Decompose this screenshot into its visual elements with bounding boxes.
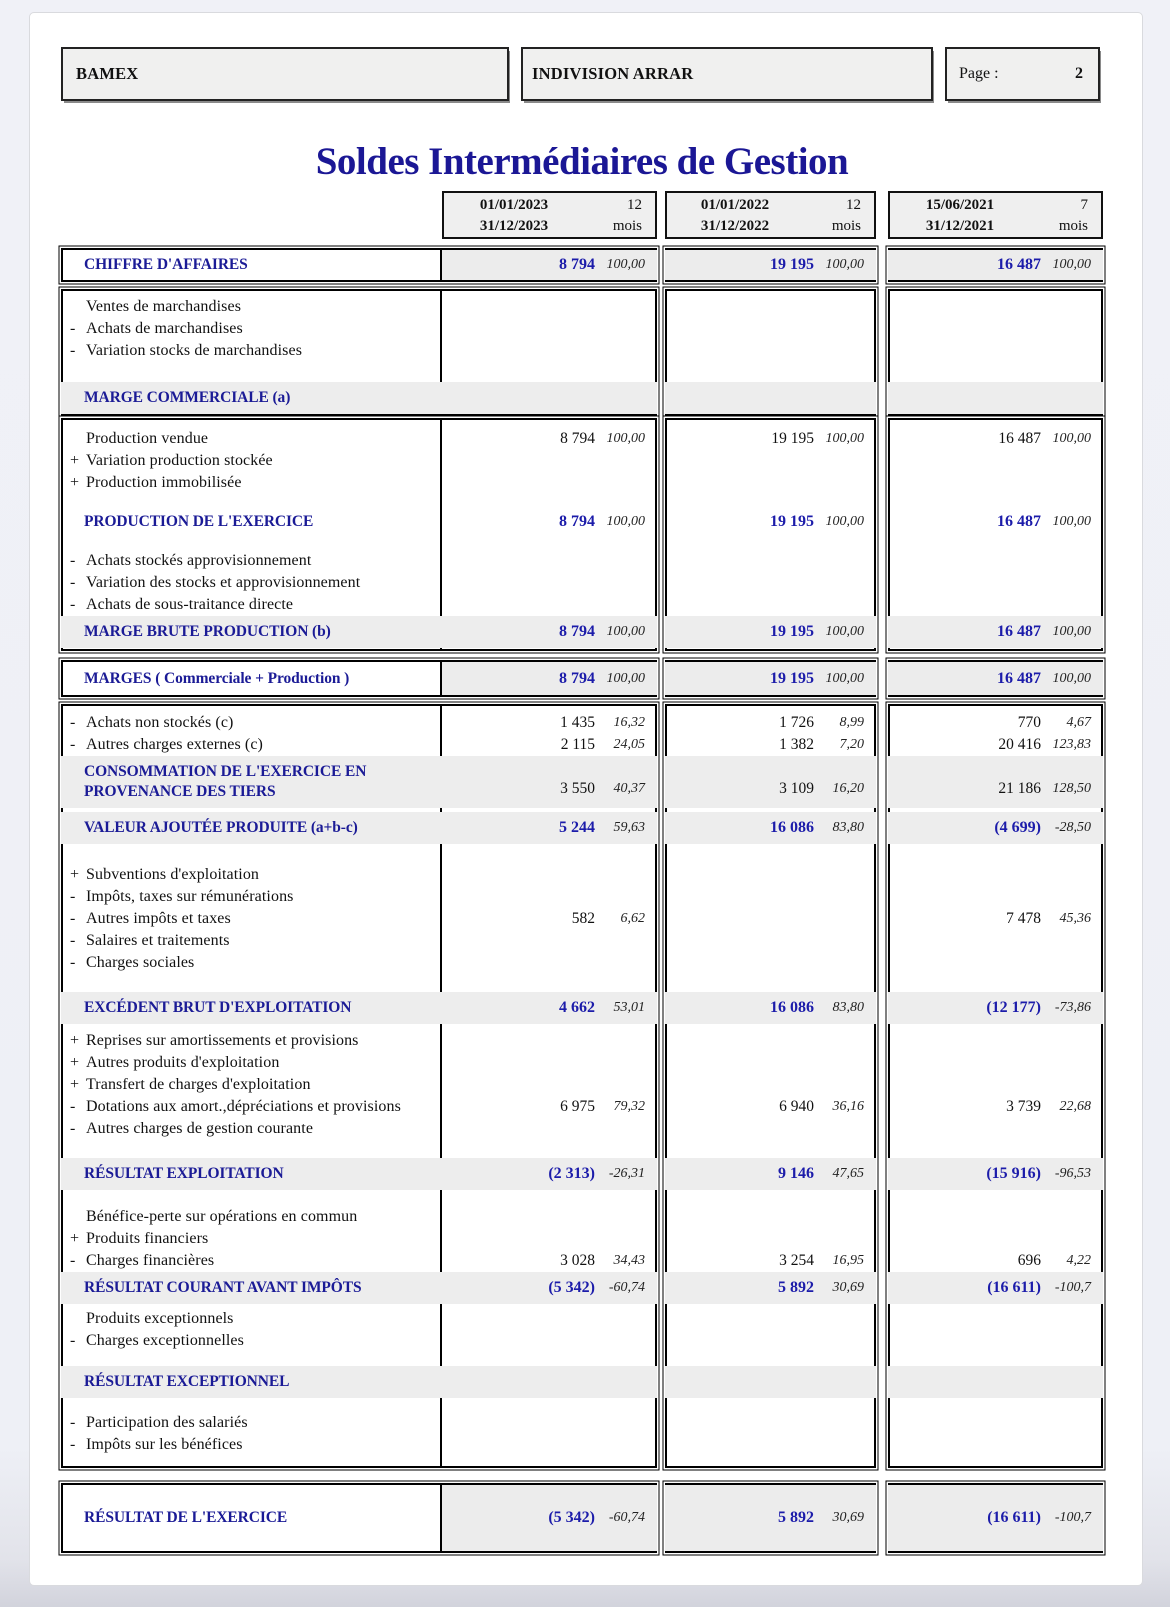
row-marge-brute-production: MARGE BRUTE PRODUCTION (b) 8 794 100,00 1… (61, 616, 1103, 648)
table-row: + Transfert de charges d'exploitation (70, 1076, 311, 1093)
section-marges: MARGES ( Commerciale + Production ) 8 79… (61, 660, 1103, 697)
page-number-box: Page : 2 (945, 47, 1100, 101)
table-row: - Charges financières 3 028 34,43 3 254 16,… (70, 1252, 1091, 1269)
row-resultat-courant-avant-impots: RÉSULTAT COURANT AVANT IMPÔTS (5 342) -60… (61, 1272, 1103, 1304)
row-chiffre-daffaires: CHIFFRE D'AFFAIRES 8 794 100,00 19 195 100… (61, 250, 1103, 280)
section-marge-commerciale: Ventes de marchandises - Achats de marcha… (61, 289, 1103, 416)
period-to: 31/12/2022 (700, 218, 770, 234)
row-resultat-exceptionnel: RÉSULTAT EXCEPTIONNEL (61, 1366, 1103, 1398)
table-row: + Produits financiers (70, 1230, 209, 1247)
row-consommation-tiers: CONSOMMATION DE L'EXERCICE EN PROVENANCE … (61, 756, 1103, 808)
table-row: - Impôts, taxes sur rémunérations (70, 888, 294, 905)
period-to: 31/12/2021 (925, 218, 995, 234)
section-exploitation: - Achats non stockés (c) 1 435 16,32 1 726… (61, 704, 1103, 1468)
row-resultat-exercice: RÉSULTAT DE L'EXERCICE (5 342) -60,74 5 8… (61, 1485, 1103, 1551)
table-row: + Autres produits d'exploitation (70, 1054, 280, 1071)
period-duration: 7 mois (1030, 195, 1101, 237)
row-label: CHIFFRE D'AFFAIRES (84, 256, 248, 273)
table-row: + Production immobilisée (70, 474, 242, 491)
company-box: BAMEX (61, 47, 509, 101)
period-duration: 12 mois (584, 195, 655, 237)
period-header-2022: 01/01/2022 31/12/2022 12 mois (665, 191, 876, 239)
period-unit: mois (831, 218, 861, 234)
table-row: Bénéfice-perte sur opérations en commun (86, 1208, 358, 1225)
table-row: + Variation production stockée (70, 452, 273, 469)
section-production: Production vendue 8 794 100,00 19 195 100,… (61, 418, 1103, 651)
table-row: Production vendue 8 794 100,00 19 195 100,… (86, 430, 1091, 447)
period-dates: 01/01/2022 31/12/2022 (667, 195, 803, 237)
period-months: 7 (1080, 197, 1089, 213)
table-row: - Dotations aux amort.,dépréciations et p… (70, 1098, 1091, 1115)
row-valeur-ajoutee: VALEUR AJOUTÉE PRODUITE (a+b-c) 5 244 59,… (61, 812, 1103, 844)
table-row: - Autres impôts et taxes 582 6,62 7 478 45,… (70, 910, 1091, 927)
period-header-2021: 15/06/2021 31/12/2021 7 mois (888, 191, 1103, 239)
table-row: - Achats de sous-traitance directe (70, 596, 294, 613)
table-row: - Participation des salariés (70, 1414, 248, 1431)
page-title: Soldes Intermédiaires de Gestion (315, 140, 849, 183)
period-dates: 15/06/2021 31/12/2021 (890, 195, 1030, 237)
period-unit: mois (1058, 218, 1088, 234)
table-row: Ventes de marchandises (86, 298, 242, 315)
page-number: 2 (1075, 65, 1083, 82)
table-row: - Achats non stockés (c) 1 435 16,32 1 726… (70, 714, 1091, 731)
table-row: - Variation des stocks et approvisionneme… (70, 574, 361, 591)
period-to: 31/12/2023 (479, 218, 549, 234)
table-row: + Reprises sur amortissements et provisio… (70, 1032, 359, 1049)
period-from: 01/01/2022 (700, 197, 770, 213)
table-row: - Variation stocks de marchandises (70, 342, 303, 359)
table-row: - Charges sociales (70, 954, 195, 971)
period-from: 15/06/2021 (925, 197, 995, 213)
table-row: Produits exceptionnels (86, 1310, 234, 1327)
table-row: - Achats de marchandises (70, 320, 243, 337)
table-row: - Autres charges de gestion courante (70, 1120, 314, 1137)
section-resultat-exercice: RÉSULTAT DE L'EXERCICE (5 342) -60,74 5 8… (61, 1483, 1103, 1553)
dossier-name: INDIVISION ARRAR (532, 64, 694, 83)
table-row: - Impôts sur les bénéfices (70, 1436, 243, 1453)
table-row: - Salaires et traitements (70, 932, 230, 949)
row-resultat-exploitation: RÉSULTAT EXPLOITATION (2 313) -26,31 9 14… (61, 1158, 1103, 1190)
page-label: Page : (959, 65, 999, 82)
table-row: + Subventions d'exploitation (70, 866, 260, 883)
table-row: - Autres charges externes (c) 2 115 24,05 … (70, 736, 1091, 753)
period-months: 12 (846, 197, 861, 213)
period-header-2023: 01/01/2023 31/12/2023 12 mois (442, 191, 657, 239)
period-from: 01/01/2023 (479, 197, 549, 213)
period-unit: mois (612, 218, 642, 234)
period-duration: 12 mois (803, 195, 874, 237)
row-excedent-brut-exploitation: EXCÉDENT BRUT D'EXPLOITATION 4 662 53,01 … (61, 992, 1103, 1024)
dossier-box: INDIVISION ARRAR (521, 47, 933, 101)
table-row: - Achats stockés approvisionnement (70, 552, 312, 569)
document-sheet: BAMEX INDIVISION ARRAR Page : 2 Soldes I… (29, 12, 1143, 1586)
table-row: - Charges exceptionnelles (70, 1332, 244, 1349)
sig-table: 01/01/2023 31/12/2023 12 mois 01/01/2022… (61, 191, 1103, 1563)
section-chiffre-daffaires: CHIFFRE D'AFFAIRES 8 794 100,00 19 195 100… (61, 248, 1103, 282)
period-months: 12 (627, 197, 642, 213)
period-dates: 01/01/2023 31/12/2023 (444, 195, 584, 237)
row-marges-totales: MARGES ( Commerciale + Production ) 8 79… (61, 662, 1103, 695)
row-marge-commerciale: MARGE COMMERCIALE (a) (61, 382, 1103, 414)
row-production-exercice: PRODUCTION DE L'EXERCICE 8 794 100,00 19 … (84, 513, 1091, 530)
company-name: BAMEX (76, 64, 139, 83)
